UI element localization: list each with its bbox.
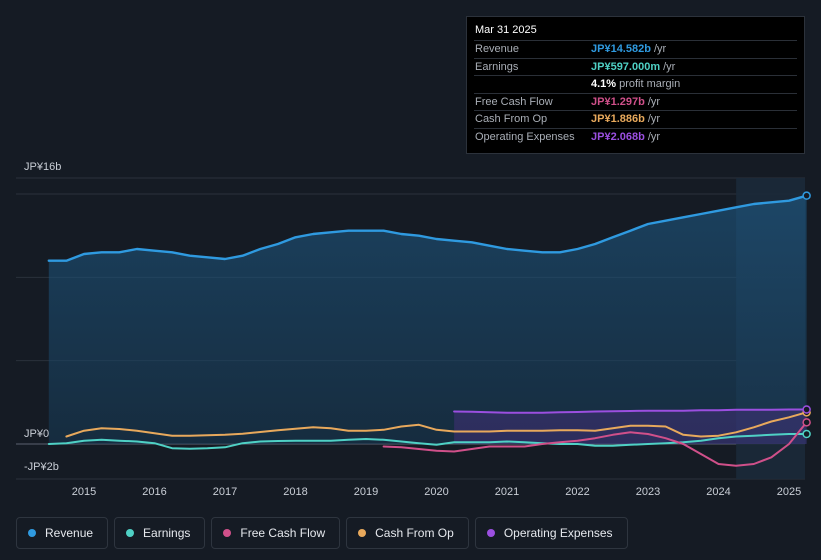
data-tooltip: Mar 31 2025 Revenue JP¥14.582b/yr Earnings… [466, 16, 805, 154]
legend-label: Operating Expenses [503, 526, 613, 540]
x-tick-label: 2016 [142, 486, 166, 498]
earnings-endpoint [802, 429, 811, 439]
tooltip-unit: /yr [647, 95, 661, 108]
tooltip-unit: /yr [663, 60, 676, 73]
x-axis: 2015 2016 2017 2018 2019 2020 2021 2022 2023 2024… [72, 486, 801, 498]
y-tick-label: JP¥16b [24, 161, 61, 173]
tooltip-value: JP¥1.297b [591, 95, 645, 108]
legend-label: Earnings [143, 526, 191, 540]
tooltip-date: Mar 31 2025 [475, 24, 537, 36]
tooltip-row: Free Cash Flow JP¥1.297b/yr [474, 92, 797, 111]
cash-from-op-line [65, 411, 808, 438]
cash-from-op-dot-icon [358, 529, 367, 537]
x-tick-label: 2023 [636, 486, 660, 498]
y-tick-label: -JP¥2b [24, 461, 59, 473]
tooltip-unit: /yr [647, 113, 661, 126]
x-tick-label: 2020 [424, 486, 448, 498]
legend-label: Revenue [45, 526, 94, 540]
x-tick-label: 2022 [565, 486, 589, 498]
legend-label: Cash From Op [375, 526, 454, 540]
tooltip-unit: /yr [647, 130, 661, 143]
tooltip-value: JP¥2.068b [591, 130, 645, 143]
free-cash-flow-endpoint [802, 418, 811, 427]
x-tick-label: 2025 [777, 486, 801, 498]
revenue-line [47, 194, 808, 262]
tooltip-value: JP¥597.000m [591, 60, 661, 73]
legend-item-cash-from-op[interactable]: Cash From Op [346, 517, 469, 549]
series-endpoints [802, 191, 811, 439]
operating-expenses-dot-icon [486, 529, 495, 537]
tooltip-unit: profit margin [619, 78, 681, 91]
legend-item-operating-expenses[interactable]: Operating Expenses [474, 517, 628, 549]
tooltip-row: Operating Expenses JP¥2.068b/yr [474, 127, 797, 146]
tooltip-label: Earnings [475, 60, 519, 73]
tooltip-value: 4.1% [591, 78, 617, 91]
tooltip-row: 4.1% profit margin [474, 75, 797, 93]
x-tick-label: 2015 [72, 486, 96, 498]
x-tick-label: 2017 [213, 486, 237, 498]
tooltip-row: Cash From Op JP¥1.886b/yr [474, 110, 797, 128]
tooltip-label: Free Cash Flow [475, 95, 553, 108]
free-cash-flow-line [382, 421, 808, 467]
tooltip-label: Operating Expenses [475, 130, 575, 143]
tooltip-value: JP¥14.582b [591, 43, 651, 56]
legend-item-revenue[interactable]: Revenue [16, 517, 109, 549]
operating-expenses-endpoint [802, 405, 811, 414]
tooltip-value: JP¥1.886b [591, 113, 645, 126]
x-tick-label: 2019 [354, 486, 378, 498]
x-tick-label: 2018 [283, 486, 307, 498]
tooltip-unit: /yr [653, 43, 667, 56]
revenue-area [48, 195, 807, 444]
tooltip-label: Revenue [475, 43, 520, 56]
x-tick-label: 2021 [495, 486, 519, 498]
legend-label: Free Cash Flow [240, 526, 326, 540]
earnings-dot-icon [126, 529, 135, 537]
series-lines [47, 194, 808, 467]
y-axis: JP¥16b JP¥0 -JP¥2b [24, 161, 61, 473]
operating-expenses-line [453, 408, 808, 414]
tooltip-label: Cash From Op [475, 113, 548, 126]
series-areas [48, 195, 807, 444]
revenue-endpoint [802, 191, 811, 200]
revenue-dot-icon [28, 529, 36, 537]
x-tick-label: 2024 [706, 486, 730, 498]
tooltip-row: Earnings JP¥597.000m/yr [474, 57, 797, 76]
legend-item-earnings[interactable]: Earnings [114, 517, 206, 549]
chart: JP¥16b JP¥0 -JP¥2b 2015 2016 2017 2018 2019 202… [16, 161, 811, 498]
legend-item-free-cash-flow[interactable]: Free Cash Flow [211, 517, 341, 549]
legend: Revenue Earnings Free Cash Flow Cash From O… [16, 517, 628, 549]
tooltip-row: Revenue JP¥14.582b/yr [474, 40, 797, 58]
y-tick-label: JP¥0 [24, 428, 49, 440]
free-cash-flow-dot-icon [223, 529, 232, 537]
